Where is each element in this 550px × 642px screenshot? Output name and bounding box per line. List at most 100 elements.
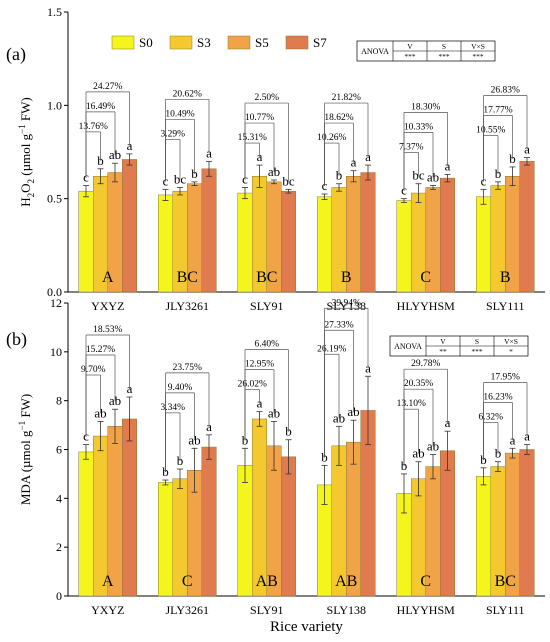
bar: [252, 418, 267, 597]
percent-change-label: 12.95%: [245, 360, 274, 370]
percent-change-label: 16.49%: [86, 102, 115, 112]
bar: [237, 465, 253, 597]
x-tick-label: YXYZ: [91, 603, 124, 617]
percent-change-label: 23.75%: [173, 363, 202, 373]
percent-change-label: 20.35%: [404, 379, 433, 389]
anova-header: S: [442, 42, 446, 51]
percent-change-label: 13.10%: [397, 399, 426, 409]
panel-label: (b): [6, 329, 27, 350]
percent-change-label: 20.62%: [173, 89, 202, 99]
y-axis-label-part: MDA (µmol g: [18, 430, 33, 505]
group-letter: AB: [256, 573, 278, 590]
percent-change-label: 18.30%: [411, 102, 440, 112]
percent-change-label: 6.32%: [478, 413, 503, 423]
percent-change-label: 2.50%: [254, 93, 279, 103]
group-letter: C: [420, 573, 431, 590]
y-axis-label-part: (µmol g: [18, 133, 33, 179]
x-axis-label: Rice variety: [270, 619, 343, 635]
bar: [158, 194, 173, 293]
percent-change-label: 6.40%: [254, 340, 279, 350]
percent-change-label: 26.83%: [491, 86, 520, 96]
percent-change-label: 15.31%: [238, 133, 267, 143]
y-tick-label: 2: [56, 540, 62, 554]
percent-change-label: 17.95%: [491, 373, 520, 383]
percent-change-label: 21.82%: [332, 93, 361, 103]
bar: [519, 161, 535, 293]
y-axis-label-part: 2: [26, 179, 36, 184]
y-axis-label-part: FW): [18, 97, 33, 124]
legend-label: S7: [313, 35, 327, 50]
x-tick-label: HLYYHSM: [397, 603, 455, 617]
y-axis-label-part: 2: [26, 193, 36, 198]
bar: [122, 418, 137, 597]
y-axis-label-part: O: [18, 183, 33, 192]
y-tick-label: 12: [50, 296, 62, 310]
group-letter: AB: [335, 573, 357, 590]
legend-swatch: [111, 35, 135, 50]
bar: [396, 200, 412, 293]
x-tick-label: JLY3261: [166, 299, 209, 313]
anova-value: ***: [471, 347, 483, 356]
bar: [122, 159, 137, 293]
legend-label: S0: [139, 35, 153, 50]
percent-change-label: 3.29%: [160, 129, 185, 139]
legend-swatch: [285, 35, 309, 50]
x-tick-label: JLY3261: [166, 603, 209, 617]
percent-change-label: 7.37%: [399, 142, 424, 152]
bar: [281, 190, 296, 293]
percent-change-label: 18.62%: [324, 113, 353, 123]
group-letter: B: [341, 269, 352, 286]
group-letter: BC: [495, 573, 516, 590]
panel-label: (a): [6, 44, 26, 65]
bar: [201, 446, 217, 597]
bar: [360, 172, 376, 293]
y-tick-label: 1.0: [47, 98, 62, 112]
x-tick-label: SLY111: [486, 603, 525, 617]
percent-change-label: 18.53%: [93, 325, 122, 335]
group-letter: A: [102, 573, 114, 590]
bar: [317, 196, 332, 293]
x-tick-label: SLY111: [486, 299, 525, 313]
legend-label: S3: [197, 35, 211, 50]
percent-change-label: 10.26%: [317, 133, 346, 143]
legend-swatch: [227, 35, 251, 50]
percent-change-label: 9.40%: [168, 383, 193, 393]
anova-value: ***: [404, 52, 416, 61]
anova-value: *: [509, 347, 513, 356]
x-tick-label: HLYYHSM: [397, 299, 455, 313]
anova-header: V: [440, 337, 446, 346]
group-letter: BC: [256, 269, 277, 286]
percent-change-label: 10.49%: [165, 109, 194, 119]
anova-header: V×S: [471, 42, 485, 51]
y-tick-label: 4: [56, 491, 62, 505]
x-tick-label: SLY91: [250, 603, 283, 617]
bar: [476, 476, 491, 597]
anova-title: ANOVA: [394, 342, 422, 351]
bar: [281, 456, 296, 597]
anova-header: S: [475, 337, 479, 346]
y-axis-label-part: −1: [17, 421, 27, 431]
y-tick-label: 0: [56, 589, 62, 603]
y-tick-label: 1.5: [47, 5, 62, 19]
group-letter: B: [500, 269, 511, 286]
anova-header: V: [407, 42, 413, 51]
y-tick-label: 10: [50, 345, 62, 359]
group-letter: BC: [177, 269, 198, 286]
anova-value: ***: [438, 52, 450, 61]
percent-change-label: 13.76%: [79, 122, 108, 132]
y-tick-label: 8: [56, 394, 62, 408]
x-tick-label: SLY91: [250, 299, 283, 313]
anova-value: ***: [472, 52, 484, 61]
percent-change-label: 27.33%: [324, 320, 353, 330]
percent-change-label: 3.34%: [160, 403, 185, 413]
percent-change-label: 26.19%: [317, 344, 346, 354]
percent-change-label: 39.94%: [332, 298, 361, 308]
bar: [78, 451, 94, 597]
percent-change-label: 26.02%: [238, 380, 267, 390]
y-axis-label-part: FW): [18, 394, 33, 421]
bar: [440, 450, 455, 597]
y-tick-label: 6: [56, 443, 62, 457]
y-axis-label: H2O2 (µmol g−1 FW): [17, 97, 36, 207]
